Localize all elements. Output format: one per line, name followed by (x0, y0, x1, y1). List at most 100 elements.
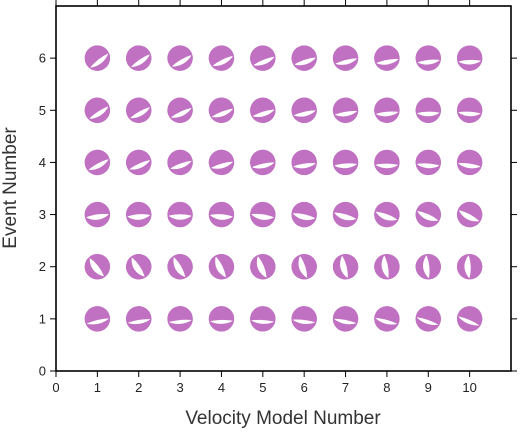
beachball (332, 254, 359, 280)
beachball (84, 306, 111, 332)
beachball-nodal-band (417, 210, 439, 221)
beachball-nodal-band (129, 106, 151, 119)
beachball-nodal-band (212, 55, 234, 67)
beachball (250, 201, 276, 228)
beachball (291, 45, 317, 71)
x-tick-label: 3 (176, 380, 183, 395)
beachball (208, 97, 235, 123)
beachball-rim (126, 149, 152, 176)
beachball (126, 306, 152, 332)
beachball-rim (84, 45, 111, 71)
beachball-rim (84, 306, 111, 332)
beachball-nodal-band (416, 111, 441, 117)
beachball-rim (332, 45, 359, 71)
beachball-rim (84, 149, 111, 176)
beachball (84, 201, 111, 228)
beachball-rim (332, 149, 359, 176)
beachball-nodal-band (250, 319, 275, 324)
beachball-rim (291, 306, 317, 332)
beachball-rim (374, 201, 400, 228)
y-tick-label: 1 (39, 311, 46, 326)
beachball-rim (332, 201, 359, 228)
beachball-nodal-band (256, 256, 267, 278)
x-tick-label: 1 (94, 380, 101, 395)
beachball (332, 201, 359, 228)
beachball (374, 97, 400, 123)
beachball-nodal-band (333, 212, 357, 221)
beachball (374, 201, 400, 228)
beachball (250, 306, 276, 332)
beachball-rim (374, 254, 400, 280)
beachball (291, 149, 317, 176)
beachball-nodal-band (340, 255, 348, 279)
beachball-nodal-band (127, 214, 151, 220)
beachball (126, 149, 152, 176)
beachball (84, 45, 111, 71)
beachball (126, 254, 152, 280)
beachball (126, 97, 152, 123)
beachball-nodal-band (211, 108, 234, 118)
beachball (84, 149, 111, 176)
beachball (208, 306, 235, 332)
beachball (332, 97, 359, 123)
beachball-nodal-band (375, 211, 398, 221)
beachball-nodal-band (215, 256, 227, 278)
beachball-rim (291, 149, 317, 176)
beachball-rim (415, 97, 441, 123)
beachball-rim (374, 149, 400, 176)
x-tick-label: 8 (383, 380, 390, 395)
y-tick-label: 6 (39, 51, 46, 66)
beachball-rim (126, 201, 152, 228)
beachball (250, 149, 276, 176)
beachball-rim (456, 149, 483, 176)
beachball-nodal-band (169, 160, 192, 170)
beachball-nodal-band (88, 159, 109, 171)
beachball (167, 97, 193, 123)
beachball-rim (167, 45, 193, 71)
beachball-nodal-band (423, 255, 430, 279)
x-tick-label: 10 (462, 380, 476, 395)
x-tick-label: 7 (342, 380, 349, 395)
beachball (208, 149, 235, 176)
beachball-rim (84, 201, 111, 228)
beachball (415, 201, 441, 228)
x-tick-label: 6 (301, 380, 308, 395)
beachball-nodal-band (293, 110, 317, 117)
beachball-rim (291, 97, 317, 123)
beachball-nodal-band (209, 214, 234, 220)
beachball (332, 45, 359, 71)
beachball (126, 45, 152, 71)
beachball-nodal-band (292, 213, 316, 221)
beachball (456, 45, 483, 71)
beachball-rim (250, 254, 276, 280)
beachball-nodal-band (253, 56, 275, 66)
beachball-rim (208, 201, 235, 228)
beachball-nodal-band (86, 318, 110, 325)
beachball (456, 201, 483, 228)
beachball-markers (84, 45, 483, 332)
y-tick-label: 5 (39, 103, 46, 118)
beachball-rim (332, 306, 359, 332)
beachball-rim (291, 201, 317, 228)
beachball-nodal-band (252, 109, 275, 117)
beachball-rim (332, 97, 359, 123)
beachball-nodal-band (416, 59, 441, 65)
beachball-nodal-band (170, 107, 192, 118)
beachball-rim (126, 254, 152, 280)
beachball (208, 254, 235, 280)
beachball-rim (208, 254, 235, 280)
beachball-nodal-band (85, 213, 110, 220)
beachball (415, 45, 441, 71)
beachball (374, 254, 400, 280)
beachball (374, 306, 400, 332)
beachball (291, 306, 317, 332)
beachball-nodal-band (381, 255, 389, 279)
beachball (167, 254, 193, 280)
y-axis-tick-labels: 0 1 2 3 4 5 6 (39, 51, 46, 379)
beachball-rim (415, 45, 441, 71)
beachball-nodal-band (210, 161, 234, 169)
beachball (167, 201, 193, 228)
y-tick-label: 4 (39, 155, 46, 170)
beachball-nodal-band (127, 319, 151, 325)
